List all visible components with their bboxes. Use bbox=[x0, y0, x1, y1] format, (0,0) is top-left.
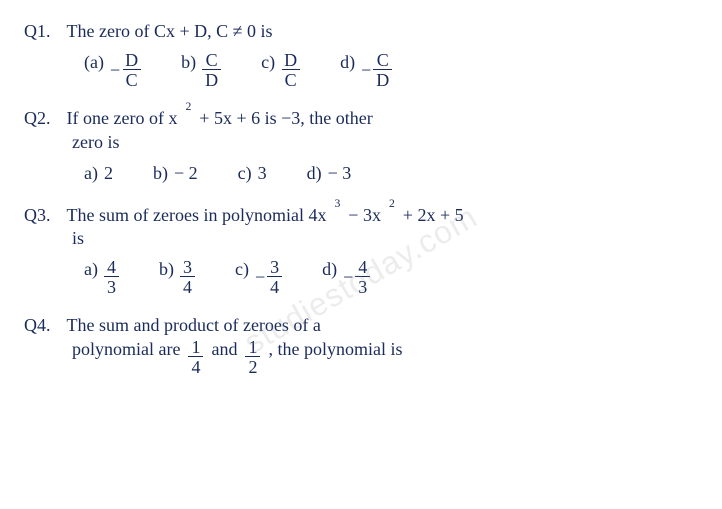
q2-line2: zero is bbox=[72, 131, 698, 154]
q2-b-label: b) bbox=[153, 162, 168, 185]
q1-options: (a) −DC b) CD c) DC d) −CD bbox=[84, 51, 698, 89]
q3-text-c: + 2x + 5 bbox=[403, 204, 464, 227]
q3-line2: is bbox=[72, 227, 698, 250]
q2-c-label: c) bbox=[238, 162, 252, 185]
q1-b-den: D bbox=[202, 69, 221, 89]
q4-f2-den: 2 bbox=[245, 356, 260, 376]
q3-a-num: 4 bbox=[104, 258, 119, 276]
q1-c-num: D bbox=[281, 51, 300, 69]
q3-c-label: c) bbox=[235, 258, 249, 281]
q1-number: Q1. bbox=[24, 20, 51, 43]
q3-number: Q3. bbox=[24, 204, 51, 227]
q4-line2-c: , the polynomial is bbox=[268, 338, 402, 361]
q4-number: Q4. bbox=[24, 314, 51, 337]
q3-b-label: b) bbox=[159, 258, 174, 281]
q3-c-den: 4 bbox=[267, 276, 282, 296]
q1-a-num: D bbox=[122, 51, 141, 69]
q3-a-label: a) bbox=[84, 258, 98, 281]
q2-b-val: − 2 bbox=[174, 162, 198, 185]
q2-a-label: a) bbox=[84, 162, 98, 185]
question-4: Q4. The sum and product of zeroes of a p… bbox=[24, 314, 698, 375]
q2-opt-c: c) 3 bbox=[238, 162, 267, 185]
q1-opt-b-label: b) bbox=[181, 51, 196, 74]
q3-d-label: d) bbox=[322, 258, 337, 281]
q4-line2-b: and bbox=[211, 338, 237, 361]
q2-options: a) 2 b) − 2 c) 3 d) − 3 bbox=[84, 162, 698, 185]
q2-text-a: If one zero of x bbox=[67, 107, 178, 130]
q2-opt-b: b) − 2 bbox=[153, 162, 198, 185]
q2-d-val: − 3 bbox=[328, 162, 352, 185]
q3-opt-d: d) −43 bbox=[322, 258, 370, 296]
q3-d-num: 4 bbox=[355, 258, 370, 276]
q4-f1-num: 1 bbox=[188, 338, 203, 356]
q3-c-num: 3 bbox=[267, 258, 282, 276]
q4-text-a: The sum and product of zeroes of a bbox=[67, 314, 321, 337]
q3-text-a: The sum of zeroes in polynomial 4x bbox=[67, 204, 327, 227]
q1-opt-d: d) −CD bbox=[340, 51, 392, 89]
q1-text: The zero of Cx + D, C ≠ 0 is bbox=[67, 20, 273, 43]
question-3: Q3. The sum of zeroes in polynomial 4x 3 −… bbox=[24, 204, 698, 297]
q1-opt-d-label: d) bbox=[340, 51, 355, 74]
q2-number: Q2. bbox=[24, 107, 51, 130]
question-2: Q2. If one zero of x 2 + 5x + 6 is −3, th… bbox=[24, 107, 698, 185]
q1-opt-c: c) DC bbox=[261, 51, 300, 89]
question-1: Q1. The zero of Cx + D, C ≠ 0 is (a) −DC… bbox=[24, 20, 698, 89]
q4-line2: polynomial are 14 and 12 , the polynomia… bbox=[72, 338, 698, 376]
q1-opt-a-label: (a) bbox=[84, 51, 104, 74]
q3-b-num: 3 bbox=[180, 258, 195, 276]
q2-c-val: 3 bbox=[258, 162, 267, 185]
q2-opt-d: d) − 3 bbox=[307, 162, 352, 185]
q3-options: a) 43 b) 34 c) −34 d) −43 bbox=[84, 258, 698, 296]
q4-f2-num: 1 bbox=[245, 338, 260, 356]
q3-opt-a: a) 43 bbox=[84, 258, 119, 296]
q1-opt-c-label: c) bbox=[261, 51, 275, 74]
q3-b-den: 4 bbox=[180, 276, 195, 296]
q4-line2-a: polynomial are bbox=[72, 338, 180, 361]
q2-d-label: d) bbox=[307, 162, 322, 185]
q1-c-den: C bbox=[282, 69, 300, 89]
q1-a-den: C bbox=[123, 69, 141, 89]
q1-opt-b: b) CD bbox=[181, 51, 221, 89]
q3-a-den: 3 bbox=[104, 276, 119, 296]
q1-b-num: C bbox=[203, 51, 221, 69]
q2-a-val: 2 bbox=[104, 162, 113, 185]
q1-d-den: D bbox=[373, 69, 392, 89]
q3-opt-b: b) 34 bbox=[159, 258, 195, 296]
q4-f1-den: 4 bbox=[188, 356, 203, 376]
q2-text-b: + 5x + 6 is −3, the other bbox=[199, 107, 372, 130]
q1-opt-a: (a) −DC bbox=[84, 51, 141, 89]
q1-d-num: C bbox=[374, 51, 392, 69]
q3-d-den: 3 bbox=[355, 276, 370, 296]
q2-opt-a: a) 2 bbox=[84, 162, 113, 185]
q3-opt-c: c) −34 bbox=[235, 258, 282, 296]
q3-text-b: − 3x bbox=[348, 204, 381, 227]
